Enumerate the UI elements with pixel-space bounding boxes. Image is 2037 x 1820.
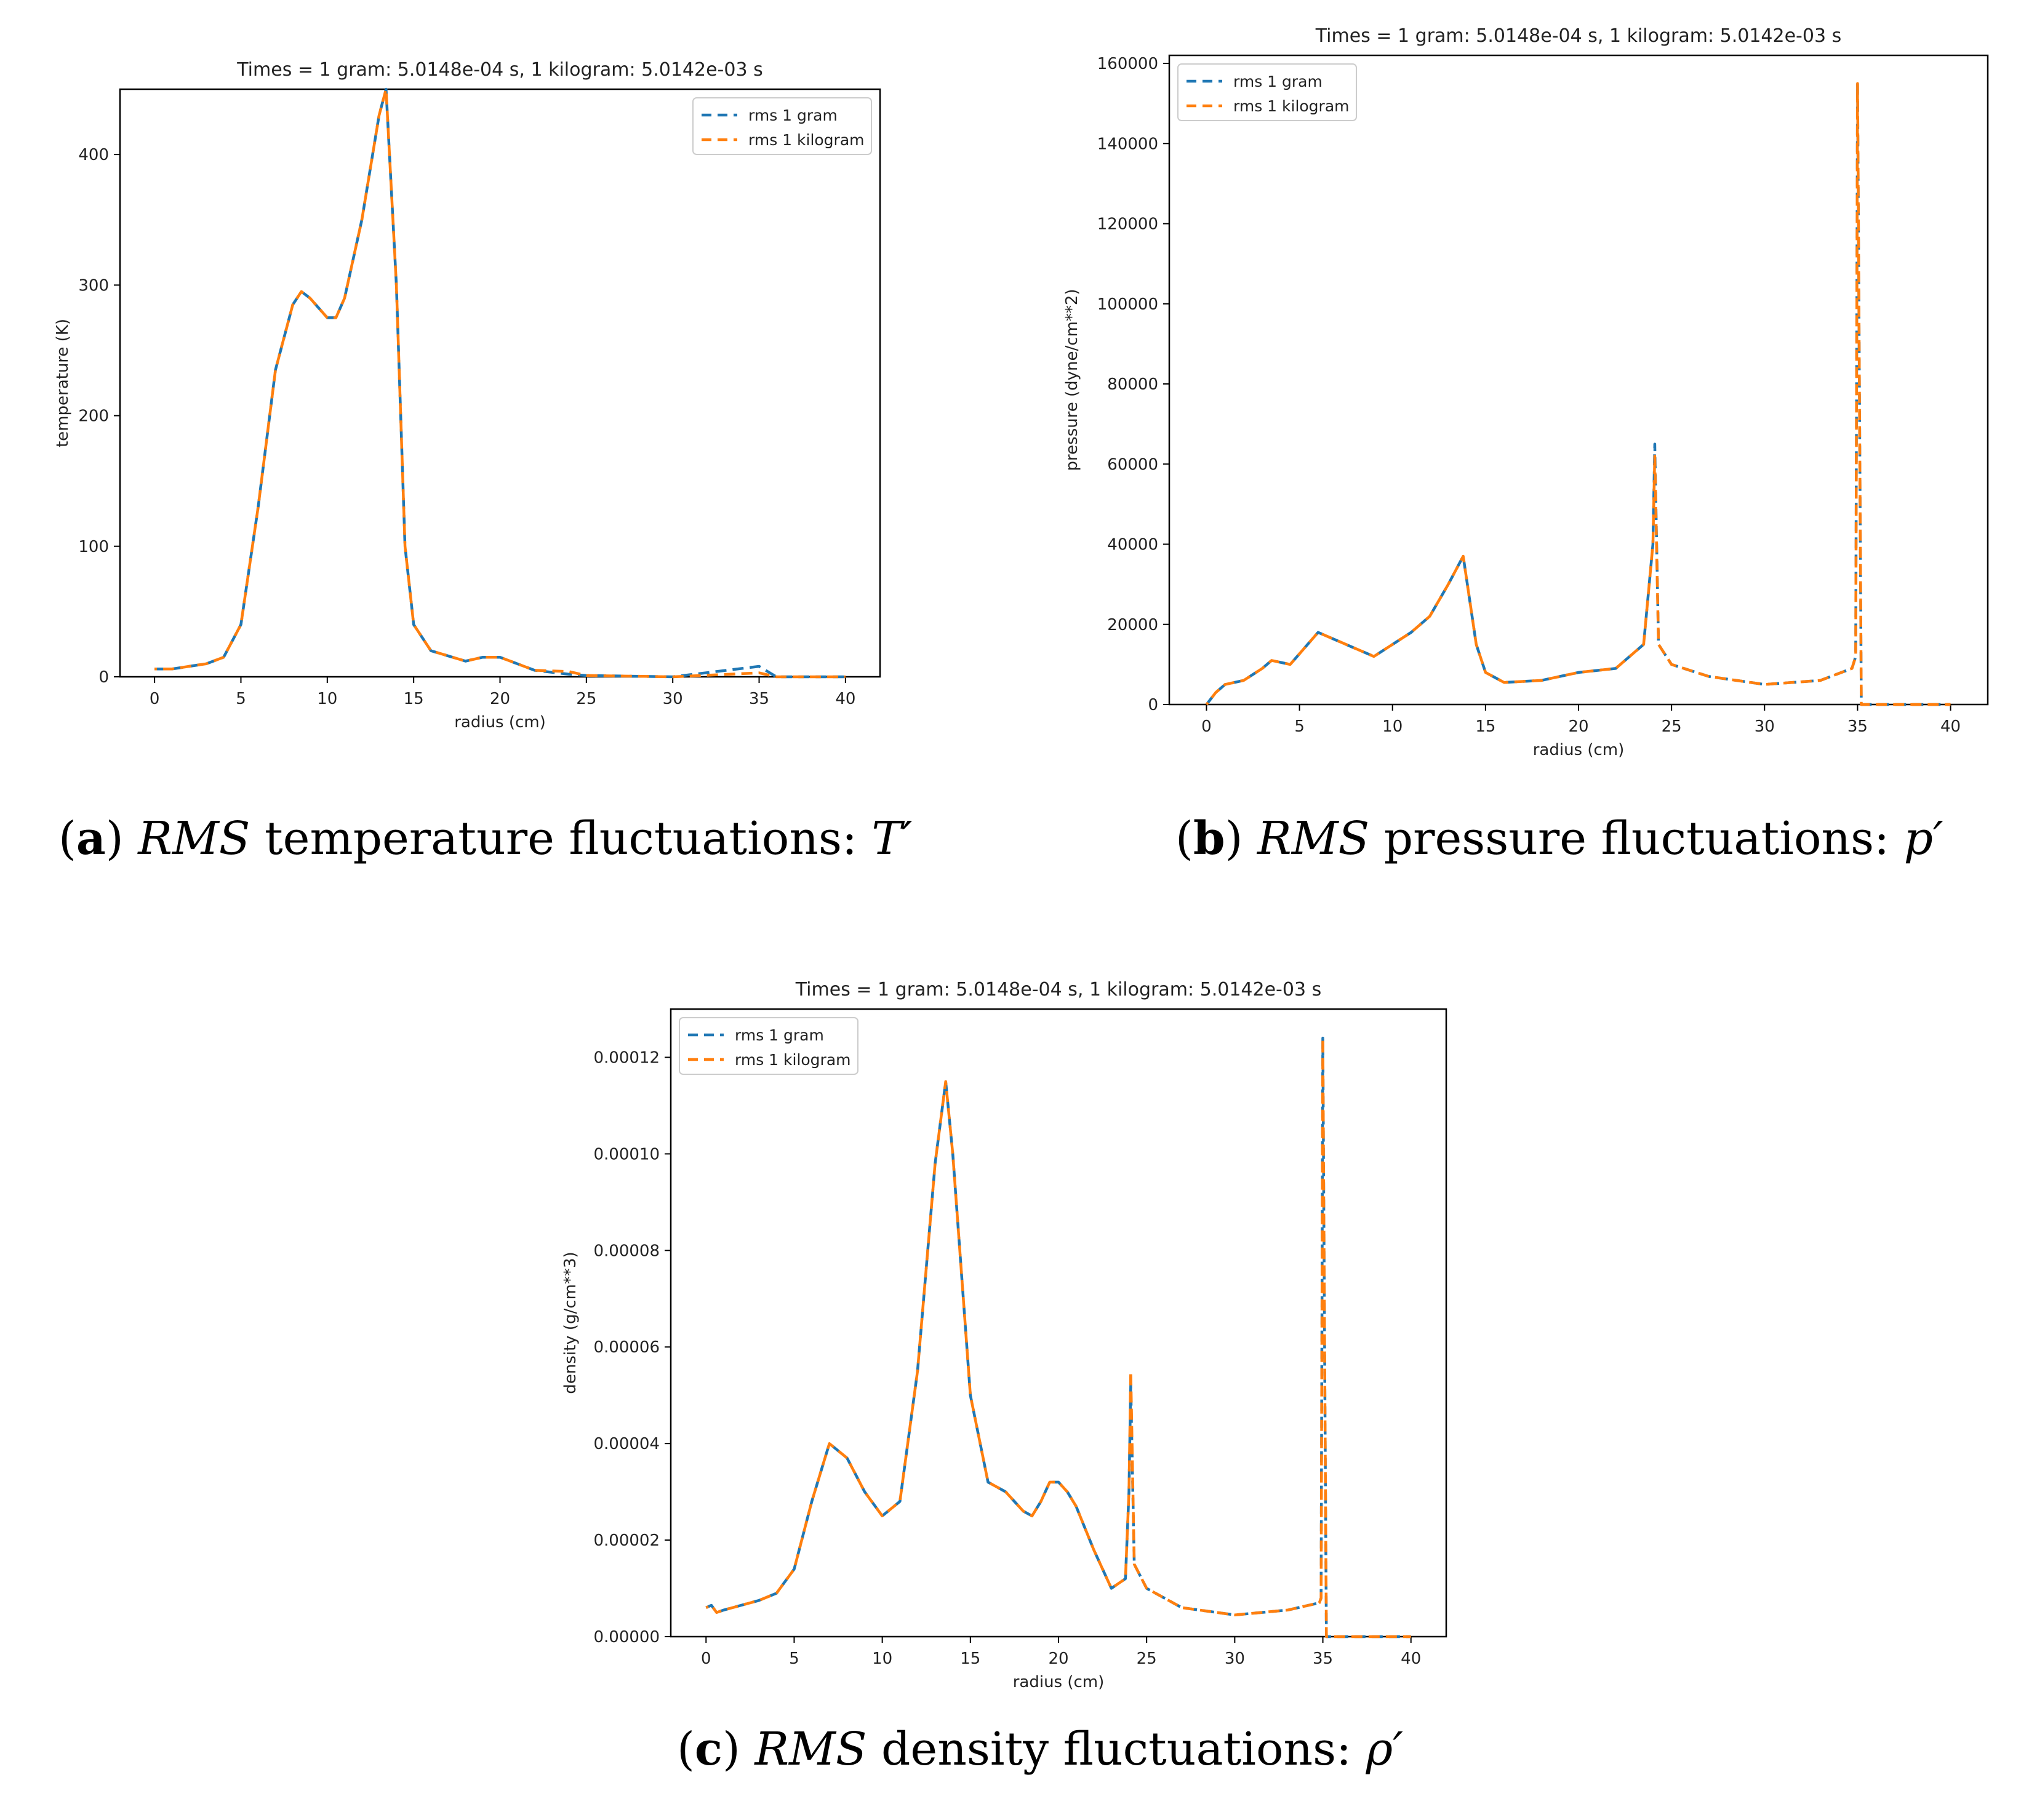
plot-frame <box>670 1008 1447 1638</box>
legend-label: rms 1 gram <box>735 1026 824 1044</box>
x-tick-label: 30 <box>1225 1650 1245 1668</box>
chart-pressure: Times = 1 gram: 5.0148e-04 s, 1 kilogram… <box>1040 18 2000 775</box>
legend-label: rms 1 gram <box>748 106 838 124</box>
x-axis-label: radius (cm) <box>454 713 546 732</box>
legend-label: rms 1 kilogram <box>1233 97 1350 115</box>
x-tick-label: 40 <box>835 690 855 708</box>
y-tick-label: 20000 <box>1107 616 1158 634</box>
series-line-gram <box>1205 82 1951 706</box>
caption-text: pressure fluctuations: <box>1369 812 1904 865</box>
x-tick-label: 20 <box>1048 1650 1068 1668</box>
plot-frame <box>1168 54 1989 706</box>
x-tick-label: 15 <box>960 1650 980 1668</box>
y-tick-label: 100000 <box>1097 295 1158 314</box>
chart-temperature-svg: Times = 1 gram: 5.0148e-04 s, 1 kilogram… <box>54 59 881 732</box>
x-tick-label: 15 <box>404 690 424 708</box>
series-line-kilogram <box>1205 82 1951 706</box>
x-tick-label: 40 <box>1401 1650 1421 1668</box>
x-tick-label: 25 <box>1137 1650 1157 1668</box>
y-axis-label: density (g/cm**3) <box>561 1251 580 1394</box>
caption-temperature: (a) RMS temperature fluctuations: T′ <box>58 812 913 865</box>
y-tick-label: 300 <box>78 276 109 295</box>
series-line-gram <box>154 87 846 679</box>
x-tick-label: 35 <box>749 690 769 708</box>
x-tick-label: 10 <box>317 690 337 708</box>
x-tick-label: 10 <box>872 1650 892 1668</box>
y-tick-label: 400 <box>78 146 109 164</box>
plot-frame <box>119 88 881 678</box>
caption-text: density fluctuations: <box>866 1723 1366 1776</box>
legend-box <box>692 97 872 155</box>
caption-label: b <box>1193 812 1225 865</box>
x-tick-label: 20 <box>490 690 510 708</box>
y-tick-label: 160000 <box>1097 55 1158 73</box>
caption-symbol: p′ <box>1903 812 1943 865</box>
x-tick-label: 30 <box>1755 717 1775 736</box>
y-tick-label: 0.00000 <box>593 1628 660 1646</box>
y-tick-label: 0.00012 <box>593 1048 660 1067</box>
y-tick-label: 40000 <box>1107 536 1158 554</box>
caption-text: temperature fluctuations: <box>250 812 872 865</box>
y-tick-label: 120000 <box>1097 215 1158 234</box>
y-tick-label: 140000 <box>1097 135 1158 153</box>
x-tick-label: 10 <box>1382 717 1403 736</box>
series-line-kilogram <box>705 1036 1411 1638</box>
y-tick-label: 0.00004 <box>593 1435 660 1453</box>
x-tick-label: 15 <box>1475 717 1495 736</box>
caption-pressure: (b) RMS pressure fluctuations: p′ <box>1175 812 1943 865</box>
legend-box <box>679 1017 858 1075</box>
caption-symbol: T′ <box>871 812 913 865</box>
y-tick-label: 60000 <box>1107 455 1158 474</box>
chart-temperature: Times = 1 gram: 5.0148e-04 s, 1 kilogram… <box>25 37 898 763</box>
y-axis-label: temperature (K) <box>54 319 72 447</box>
caption-rms: RMS <box>1257 812 1370 865</box>
caption-rms: RMS <box>138 812 250 865</box>
caption-density: (c) RMS density fluctuations: ρ′ <box>677 1723 1403 1776</box>
chart-title: Times = 1 gram: 5.0148e-04 s, 1 kilogram… <box>1315 25 1841 47</box>
y-tick-label: 0.00002 <box>593 1531 660 1550</box>
chart-title: Times = 1 gram: 5.0148e-04 s, 1 kilogram… <box>795 979 1321 1000</box>
y-tick-label: 0.00008 <box>593 1242 660 1260</box>
caption-label: c <box>694 1723 722 1776</box>
x-tick-label: 20 <box>1568 717 1588 736</box>
y-tick-label: 0.00010 <box>593 1145 660 1163</box>
chart-pressure-svg: Times = 1 gram: 5.0148e-04 s, 1 kilogram… <box>1063 25 1989 759</box>
x-tick-label: 35 <box>1847 717 1868 736</box>
x-tick-label: 35 <box>1313 1650 1333 1668</box>
chart-title: Times = 1 gram: 5.0148e-04 s, 1 kilogram… <box>236 59 762 81</box>
x-tick-label: 30 <box>663 690 683 708</box>
x-tick-label: 5 <box>1294 717 1305 736</box>
x-tick-label: 25 <box>576 690 596 708</box>
chart-density-svg: Times = 1 gram: 5.0148e-04 s, 1 kilogram… <box>561 979 1447 1691</box>
legend-label: rms 1 kilogram <box>735 1051 851 1069</box>
x-tick-label: 40 <box>1940 717 1961 736</box>
x-tick-label: 5 <box>236 690 246 708</box>
x-tick-label: 5 <box>789 1650 799 1668</box>
caption-rms: RMS <box>754 1723 867 1776</box>
x-tick-label: 0 <box>150 690 160 708</box>
caption-symbol: ρ′ <box>1366 1723 1403 1776</box>
legend-box <box>1177 63 1357 121</box>
x-tick-label: 0 <box>701 1650 711 1668</box>
y-tick-label: 0 <box>98 668 109 687</box>
series-line-kilogram <box>154 87 846 679</box>
series-line-gram <box>705 1036 1411 1638</box>
y-axis-label: pressure (dyne/cm**2) <box>1063 289 1081 471</box>
y-tick-label: 0.00006 <box>593 1338 660 1357</box>
x-tick-label: 0 <box>1201 717 1212 736</box>
y-tick-label: 100 <box>78 538 109 556</box>
legend-label: rms 1 kilogram <box>748 131 865 149</box>
caption-label: a <box>76 812 106 865</box>
x-axis-label: radius (cm) <box>1533 741 1625 759</box>
y-tick-label: 200 <box>78 407 109 426</box>
chart-density: Times = 1 gram: 5.0148e-04 s, 1 kilogram… <box>548 960 1459 1691</box>
y-tick-label: 0 <box>1148 696 1158 714</box>
x-tick-label: 25 <box>1662 717 1682 736</box>
legend-label: rms 1 gram <box>1233 73 1323 90</box>
y-tick-label: 80000 <box>1107 375 1158 394</box>
x-axis-label: radius (cm) <box>1013 1673 1105 1691</box>
